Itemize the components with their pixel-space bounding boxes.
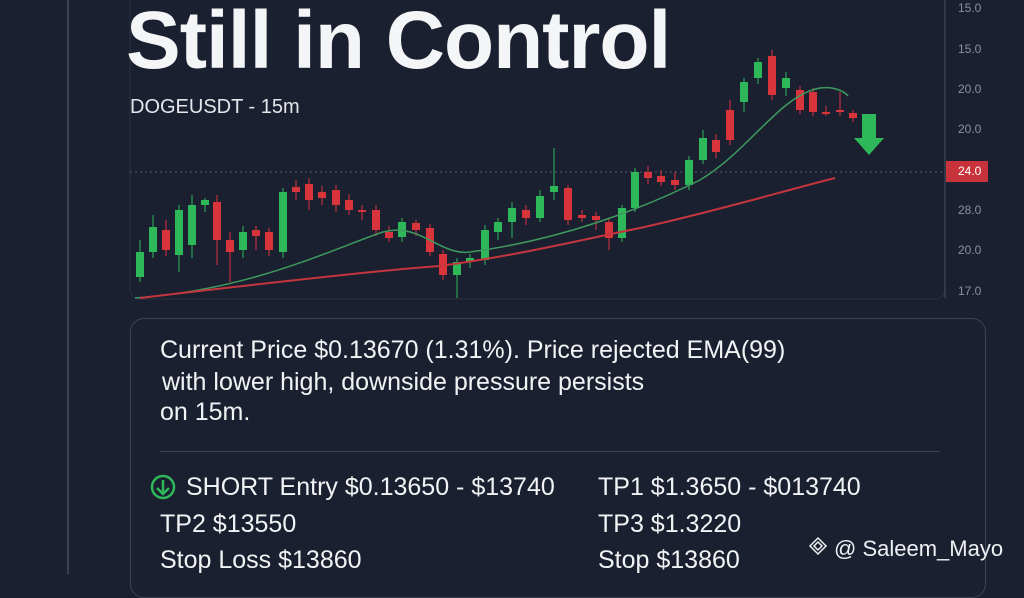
candle-body [385, 232, 393, 238]
summary-line: on 15m. [160, 398, 251, 426]
candle-body [213, 202, 221, 240]
watermark: @ Saleem_Mayo [834, 536, 1004, 561]
candle-body [536, 196, 544, 218]
candle-body [239, 232, 247, 250]
candle-body [453, 262, 461, 275]
candle-body [508, 208, 516, 222]
candle-body [836, 110, 844, 112]
candle-body [201, 200, 209, 205]
watermark-icon [808, 536, 828, 556]
ema-fast [134, 86, 849, 299]
candle-body [188, 205, 196, 245]
candle-body [345, 200, 353, 210]
candle-body [318, 192, 326, 198]
candle-body [768, 56, 776, 95]
subtitle: DOGEUSDT - 15m [130, 96, 300, 118]
signal: Stop Loss $13860 [160, 546, 362, 574]
candle-body [550, 186, 558, 192]
candle-body [631, 172, 639, 208]
candle-body [822, 112, 830, 114]
signal: TP1 $1.3650 - $013740 [598, 473, 861, 501]
candle-body [412, 223, 420, 230]
candle-body [592, 216, 600, 220]
candle-body [605, 222, 613, 238]
candle-body [494, 222, 502, 232]
candle-body [136, 252, 144, 277]
candle-body [809, 92, 817, 112]
candle-body [265, 232, 273, 250]
ema-slow [139, 177, 836, 299]
candle-body [671, 180, 679, 185]
chart-layer: 15.0 15.0 20.0 20.0 24.0 28.0 20.0 17.0 [67, 0, 988, 574]
candle-body [726, 110, 734, 140]
candle-body [712, 140, 720, 152]
candle-body [358, 210, 366, 212]
summary-line: Current Price $0.13670 (1.31%). Price re… [160, 336, 786, 364]
short-icon [150, 474, 176, 500]
candle-body [740, 82, 748, 102]
signal: TP2 $13550 [160, 510, 297, 538]
candle-body [305, 184, 313, 200]
candle-body [657, 176, 665, 182]
candles [136, 50, 857, 298]
candle-body [578, 215, 586, 218]
candle-body [332, 190, 340, 205]
axis-label: 15.0 [958, 1, 982, 15]
candle-body [162, 230, 170, 250]
axis-label: 17.0 [958, 284, 982, 298]
divider [160, 451, 940, 452]
candle-body [372, 210, 380, 230]
candle-body [699, 138, 707, 160]
candle-body [481, 230, 489, 260]
candle-body [466, 258, 474, 262]
axis-label: 24.0 [958, 164, 982, 178]
candle-body [279, 192, 287, 252]
signal: TP3 $1.3220 [598, 510, 742, 538]
candle-body [522, 210, 530, 218]
candle-body [292, 187, 300, 192]
candle-body [439, 254, 447, 275]
candle-body [782, 78, 790, 88]
candle-body [618, 208, 626, 238]
axis-label: 15.0 [958, 42, 982, 56]
page: {"header":{"title":"Still in Control","s… [67, 0, 1004, 598]
candle-body [564, 188, 572, 220]
candle-body [644, 172, 652, 178]
signal: SHORT Entry $0.13650 - $13740 [186, 473, 555, 501]
candle-body [685, 160, 693, 185]
axis-label: 28.0 [958, 203, 982, 217]
short-icon-arrow [156, 480, 170, 496]
candle-body [796, 90, 804, 110]
price-tag [946, 161, 988, 182]
candle-body [849, 113, 857, 118]
axis-label: 20.0 [958, 243, 982, 257]
axis-label: 20.0 [958, 122, 982, 136]
axis-label: 20.0 [958, 82, 982, 96]
candle-body [149, 227, 157, 252]
title: Still in Control [126, 0, 671, 86]
candle-body [175, 210, 183, 255]
candle-body [252, 230, 260, 236]
candle-body [226, 240, 234, 252]
summary-line: with lower high, downside pressure persi… [162, 368, 645, 396]
candle-body [398, 222, 406, 237]
signal: Stop $13860 [598, 546, 740, 574]
down-arrow [854, 114, 884, 155]
candle-body [754, 62, 762, 78]
